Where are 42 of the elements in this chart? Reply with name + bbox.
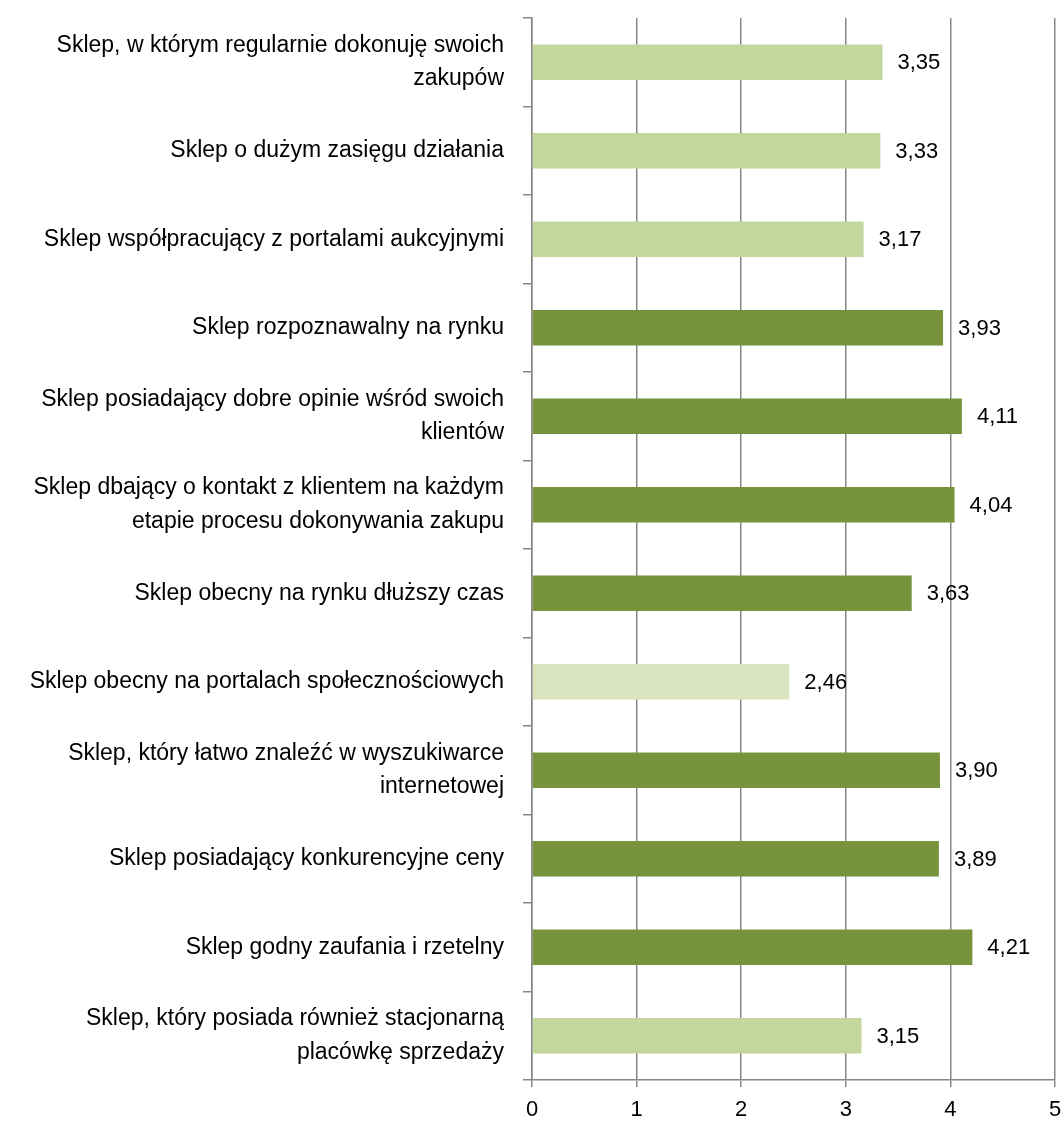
y-tick-label: Sklep obecny na rynku dłuższy czas	[134, 578, 504, 605]
bar	[532, 664, 790, 700]
x-tick-label: 5	[1048, 1096, 1062, 1122]
y-tick-label: Sklep obecny na portalach społecznościowych	[29, 667, 504, 694]
data-label: 3,33	[895, 137, 939, 163]
data-label: 3,15	[876, 1022, 920, 1048]
bar	[532, 752, 940, 788]
x-tick-label: 0	[525, 1096, 539, 1122]
y-tick-label: Sklep, który posiada również stacjonarną placówkę sprzedaży	[85, 1004, 505, 1064]
bar	[532, 575, 912, 611]
data-label: 4,04	[969, 491, 1013, 517]
x-tick-label: 2	[735, 1096, 748, 1122]
data-label: 4,21	[987, 934, 1031, 960]
data-label: 3,90	[954, 757, 998, 783]
y-tick-label: Sklep posiadający konkurencyjne ceny	[108, 844, 505, 871]
bar	[532, 487, 955, 523]
bar	[532, 221, 864, 257]
y-tick-label: Sklep rozpoznawalny na rynku	[192, 313, 504, 340]
data-label: 3,17	[878, 226, 922, 252]
data-label: 3,35	[897, 49, 941, 75]
bar	[532, 929, 973, 965]
bar	[532, 841, 939, 877]
y-tick-label: Sklep o dużym zasięgu działania	[170, 136, 505, 163]
data-label: 3,93	[958, 314, 1001, 340]
bar	[532, 133, 881, 169]
y-tick-label: Sklep, w którym regularnie dokonuję swoich zakupów	[56, 30, 505, 91]
y-tick-label: Sklep dbający o kontakt z klientem na każdym etapie procesu dokonywania zakupu	[33, 473, 504, 533]
y-tick-label: Sklep godny zaufania i rzetelny	[185, 932, 505, 959]
bar	[532, 44, 883, 80]
bar	[532, 310, 944, 346]
bar	[532, 398, 962, 434]
x-tick-label: 3	[839, 1096, 852, 1122]
x-tick-label: 1	[630, 1096, 643, 1122]
data-label: 3,89	[953, 845, 997, 871]
y-tick-label: Sklep posiadający dobre opinie wśród swoich klientów	[41, 384, 505, 445]
data-label: 3,63	[926, 580, 970, 606]
data-label: 2,46	[804, 668, 848, 694]
y-tick-label: Sklep, który łatwo znaleźć w wyszukiwarce internetowej	[68, 738, 504, 799]
data-label: 4,11	[976, 403, 1019, 429]
x-tick-label: 4	[944, 1096, 957, 1122]
bar	[532, 1018, 862, 1054]
y-tick-label: Sklep współpracujący z portalami aukcyjnymi	[43, 224, 504, 251]
